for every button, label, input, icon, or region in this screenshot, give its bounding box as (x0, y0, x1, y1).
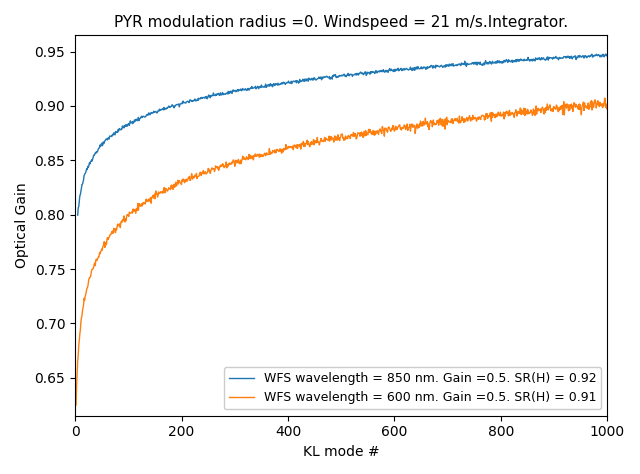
X-axis label: KL mode #: KL mode # (303, 445, 380, 459)
WFS wavelength = 600 nm. Gain =0.5. SR(H) = 0.91 (548, 108, 556, 114)
WFS wavelength = 850 nm. Gain =0.5. SR(H) = 0.92 (198, 95, 205, 101)
WFS wavelength = 850 nm. Gain =0.5. SR(H) = 0.92 (129, 121, 136, 127)
WFS wavelength = 600 nm. Gain =0.5. SR(H) = 0.91 (561, 103, 569, 109)
WFS wavelength = 600 nm. Gain =0.5. SR(H) = 0.91 (499, 112, 506, 118)
Line: WFS wavelength = 850 nm. Gain =0.5. SR(H) = 0.92: WFS wavelength = 850 nm. Gain =0.5. SR(H… (77, 54, 607, 215)
Y-axis label: Optical Gain: Optical Gain (15, 182, 29, 268)
WFS wavelength = 850 nm. Gain =0.5. SR(H) = 0.92 (337, 73, 345, 79)
Legend: WFS wavelength = 850 nm. Gain =0.5. SR(H) = 0.92, WFS wavelength = 600 nm. Gain : WFS wavelength = 850 nm. Gain =0.5. SR(H… (223, 367, 601, 410)
WFS wavelength = 600 nm. Gain =0.5. SR(H) = 0.91 (604, 101, 611, 107)
WFS wavelength = 600 nm. Gain =0.5. SR(H) = 0.91 (601, 95, 609, 101)
WFS wavelength = 850 nm. Gain =0.5. SR(H) = 0.92 (74, 212, 81, 218)
WFS wavelength = 850 nm. Gain =0.5. SR(H) = 0.92 (316, 74, 324, 80)
WFS wavelength = 850 nm. Gain =0.5. SR(H) = 0.92 (602, 51, 610, 57)
WFS wavelength = 600 nm. Gain =0.5. SR(H) = 0.91 (72, 402, 80, 408)
WFS wavelength = 600 nm. Gain =0.5. SR(H) = 0.91 (116, 221, 124, 227)
WFS wavelength = 850 nm. Gain =0.5. SR(H) = 0.92 (573, 55, 581, 61)
Title: PYR modulation radius =0. Windspeed = 21 m/s.Integrator.: PYR modulation radius =0. Windspeed = 21… (114, 15, 568, 30)
WFS wavelength = 600 nm. Gain =0.5. SR(H) = 0.91 (443, 114, 451, 120)
WFS wavelength = 850 nm. Gain =0.5. SR(H) = 0.92 (604, 53, 611, 59)
WFS wavelength = 600 nm. Gain =0.5. SR(H) = 0.91 (382, 126, 390, 131)
Line: WFS wavelength = 600 nm. Gain =0.5. SR(H) = 0.91: WFS wavelength = 600 nm. Gain =0.5. SR(H… (76, 98, 607, 405)
WFS wavelength = 850 nm. Gain =0.5. SR(H) = 0.92 (131, 117, 138, 123)
